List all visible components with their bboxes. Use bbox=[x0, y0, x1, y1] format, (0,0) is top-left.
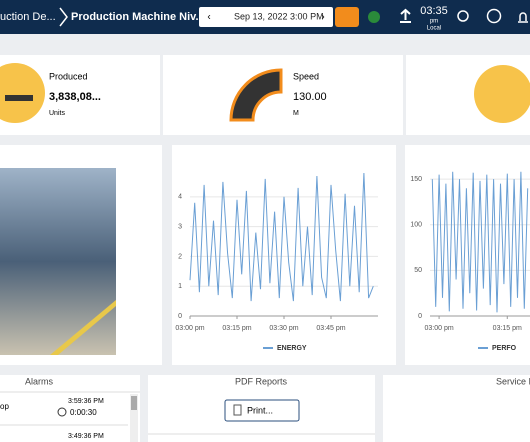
scrollbar[interactable] bbox=[130, 394, 138, 442]
alarm-duration: 0:00:30 bbox=[70, 408, 97, 417]
conveyor bbox=[5, 95, 33, 101]
breadcrumb[interactable]: uction De... bbox=[0, 11, 56, 23]
y-tick-label: 0 bbox=[418, 313, 422, 320]
kpi-value: 3,838,08... bbox=[49, 91, 101, 103]
alarms-panel bbox=[0, 375, 140, 442]
zone: Local bbox=[427, 26, 441, 32]
kpi-label: Produced bbox=[49, 71, 88, 81]
kpi-value: 130.00 bbox=[293, 91, 327, 103]
scroll-thumb[interactable] bbox=[131, 396, 137, 410]
search-icon[interactable] bbox=[457, 10, 469, 22]
print-button[interactable] bbox=[224, 399, 300, 422]
alarm-name: op bbox=[0, 402, 9, 411]
ampm: pm bbox=[430, 19, 438, 25]
x-tick-label: 03:30 pm bbox=[269, 325, 298, 332]
y-tick-label: 100 bbox=[410, 222, 422, 229]
y-tick-label: 4 bbox=[178, 194, 182, 201]
bulb-icon bbox=[474, 65, 530, 123]
y-tick-label: 2 bbox=[178, 253, 182, 260]
panel-title: PDF Reports bbox=[235, 376, 288, 386]
data-line bbox=[189, 172, 374, 302]
prev[interactable]: ‹ bbox=[207, 12, 210, 23]
line-chart: 0 1 2 3 4 03:00 pm 03:15 pm 03:30 pm 03:45 pm ENE… bbox=[175, 172, 378, 352]
chart-card bbox=[405, 145, 530, 365]
machine-photo bbox=[0, 168, 116, 355]
doc-icon bbox=[233, 404, 242, 416]
service-panel bbox=[383, 375, 530, 442]
legend-label: PERFO bbox=[492, 345, 517, 352]
panel-title: Alarms bbox=[25, 376, 54, 386]
x-tick-label: 03:15 pm bbox=[493, 325, 522, 332]
y-tick-label: 50 bbox=[414, 267, 422, 274]
legend-label: ENERGY bbox=[277, 345, 307, 352]
x-tick-label: 03:45 pm bbox=[316, 325, 345, 332]
x-tick-label: 03:15 pm bbox=[222, 325, 251, 332]
line-chart: 0 50 100 150 03:00 pm 03:15 pm PERFO bbox=[410, 171, 530, 352]
y-tick-label: 0 bbox=[178, 313, 182, 320]
kpi-label: Speed bbox=[293, 71, 319, 81]
kpi-unit: Units bbox=[49, 110, 65, 117]
alarm-time: 3:49:36 PM bbox=[68, 433, 104, 440]
time: 03:35 bbox=[420, 5, 448, 17]
date-picker[interactable] bbox=[199, 7, 333, 27]
machine-name[interactable]: Production Machine Niv... bbox=[71, 11, 205, 23]
next[interactable]: › bbox=[321, 12, 324, 23]
pulse-icon[interactable] bbox=[335, 7, 359, 27]
alarm-time: 3:59:36 PM bbox=[68, 398, 104, 405]
status-icon[interactable] bbox=[368, 11, 380, 23]
chart-card bbox=[172, 145, 396, 365]
y-tick-label: 3 bbox=[178, 223, 182, 230]
chevron bbox=[59, 7, 68, 27]
y-tick-label: 1 bbox=[178, 283, 182, 290]
alert-icon[interactable] bbox=[486, 8, 502, 24]
button-label[interactable]: Print... bbox=[247, 405, 273, 415]
data-line bbox=[431, 171, 529, 313]
panel-title: Service I bbox=[496, 376, 530, 386]
kpi-card bbox=[163, 55, 403, 135]
kpi-unit: M bbox=[293, 110, 299, 117]
date[interactable]: Sep 13, 2022 3:00 PM bbox=[234, 11, 324, 21]
bell-icon[interactable] bbox=[518, 12, 528, 23]
x-tick-label: 03:00 pm bbox=[175, 325, 204, 332]
upload-icon[interactable] bbox=[400, 8, 411, 23]
photo-floor-line bbox=[50, 300, 116, 355]
kpi-icon bbox=[0, 63, 45, 123]
y-tick-label: 150 bbox=[410, 176, 422, 183]
speed-gauge bbox=[229, 68, 283, 122]
x-tick-label: 03:00 pm bbox=[424, 325, 453, 332]
clock-icon bbox=[57, 407, 67, 417]
